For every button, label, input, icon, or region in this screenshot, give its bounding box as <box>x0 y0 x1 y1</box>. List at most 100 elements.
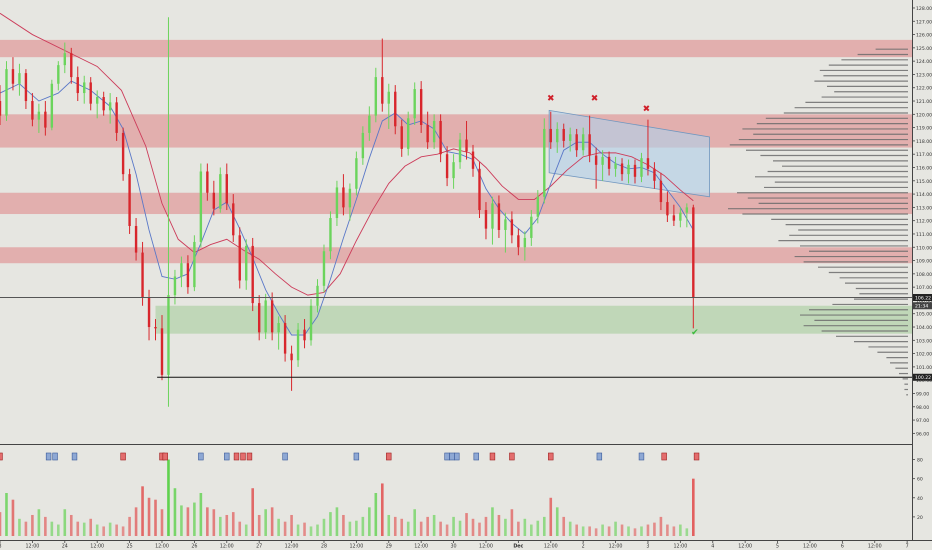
candle-body <box>89 82 92 104</box>
price-tick-label: 101.00 <box>916 365 932 371</box>
volume-bar <box>406 521 410 536</box>
volume-bar <box>277 518 280 536</box>
price-tick-label: 108.00 <box>916 272 932 278</box>
candle-body <box>115 102 118 133</box>
time-tick-label: 12:00 <box>25 544 39 550</box>
price-tick-label: 128.00 <box>916 6 932 12</box>
candle-body <box>581 134 585 151</box>
pattern-markers: ✖ ✖ ✖ ✔ <box>547 94 699 338</box>
volume-bar <box>510 509 514 536</box>
volume-bar <box>102 526 105 536</box>
candle-body <box>426 124 429 143</box>
volume-bar <box>257 514 261 536</box>
sell-signal-marker <box>489 452 496 461</box>
candle-body <box>24 73 28 102</box>
time-tick-label: 12:00 <box>285 544 299 550</box>
price-tick-label: 118.00 <box>916 139 932 145</box>
volume-bar <box>549 497 553 536</box>
candle-body <box>225 174 228 204</box>
buy-signal-marker <box>52 452 58 461</box>
price-tick-label: 127.00 <box>916 19 932 25</box>
price-tag-label: 106.22 <box>915 295 931 301</box>
volume-bar <box>672 526 676 536</box>
price-tick-label: 105.00 <box>916 312 932 318</box>
price-tag-label: 21:34 <box>915 304 928 310</box>
volume-bar <box>180 505 183 536</box>
sell-signal-marker <box>240 452 246 461</box>
buy-signal-marker <box>45 452 52 461</box>
candle-body <box>108 102 112 111</box>
volume-bar <box>380 483 384 536</box>
price-tick-label: 124.00 <box>916 59 932 65</box>
volume-bar <box>134 507 138 536</box>
volume-bar <box>348 521 352 536</box>
volume-bar <box>18 518 21 536</box>
candle-body <box>445 154 449 179</box>
volume-tick-label: 20 <box>917 515 923 521</box>
time-tick-label: 3 <box>646 544 649 550</box>
price-zone <box>0 192 912 215</box>
candle-body <box>594 155 598 165</box>
slow-moving-average-line <box>0 12 694 296</box>
candle-body <box>296 329 300 361</box>
volume-bar <box>167 459 170 536</box>
volume-bar <box>283 521 287 536</box>
volume-bar <box>219 516 222 536</box>
candle-body <box>653 168 656 181</box>
price-zone <box>0 39 912 58</box>
volume-bar <box>400 518 404 536</box>
price-tick-label: 114.00 <box>916 192 932 198</box>
price-tag-box <box>913 373 932 381</box>
supply-demand-zones <box>0 39 912 334</box>
candle-body <box>95 97 99 104</box>
buy-signal-marker <box>454 452 460 461</box>
candle-body <box>212 192 216 209</box>
pattern-marker: ✖ <box>547 94 555 104</box>
candle-body <box>659 180 663 203</box>
candle-body <box>134 225 138 253</box>
candle-body <box>186 263 190 288</box>
time-tick-label: 30 <box>451 544 457 550</box>
time-tick-label: 26 <box>191 544 197 550</box>
candle-body <box>180 263 183 277</box>
candle-body <box>219 174 222 209</box>
volume-bar <box>413 509 416 536</box>
volume-bar <box>342 514 345 536</box>
time-tick-label: Dec <box>513 544 523 550</box>
candle-body <box>283 323 287 354</box>
candle-body <box>121 132 125 175</box>
volume-bar <box>147 497 151 536</box>
buy-signal-marker <box>353 452 360 461</box>
candle-body <box>484 210 488 229</box>
candle-body <box>329 218 332 252</box>
price-tick-label: 109.00 <box>916 259 932 265</box>
price-tick-label: 123.00 <box>916 72 932 78</box>
candle-body <box>303 329 306 341</box>
time-tick-label: 12:00 <box>479 544 493 550</box>
volume-bar <box>646 524 650 536</box>
candle-body <box>31 101 34 120</box>
volume-bar <box>108 522 112 536</box>
buy-signal-marker <box>444 452 450 461</box>
volume-bar <box>692 478 695 536</box>
volume-bar <box>640 526 643 536</box>
volume-bar <box>141 486 144 536</box>
candle-body <box>407 118 410 149</box>
sell-signal-marker <box>386 452 392 461</box>
candle-body <box>588 134 591 156</box>
volume-bar <box>517 521 520 536</box>
volume-bar <box>439 521 442 536</box>
candle-body <box>11 69 15 84</box>
time-tick-label: 12:00 <box>803 544 817 550</box>
candle-body <box>50 83 54 128</box>
volume-bar <box>478 522 481 536</box>
sell-signal-marker <box>162 452 168 461</box>
candle-body <box>37 111 41 120</box>
buy-signal-marker <box>473 452 479 461</box>
volume-bar <box>173 488 177 536</box>
candlesticks <box>0 17 695 407</box>
candle-body <box>277 323 280 333</box>
buy-signal-marker <box>198 452 204 461</box>
